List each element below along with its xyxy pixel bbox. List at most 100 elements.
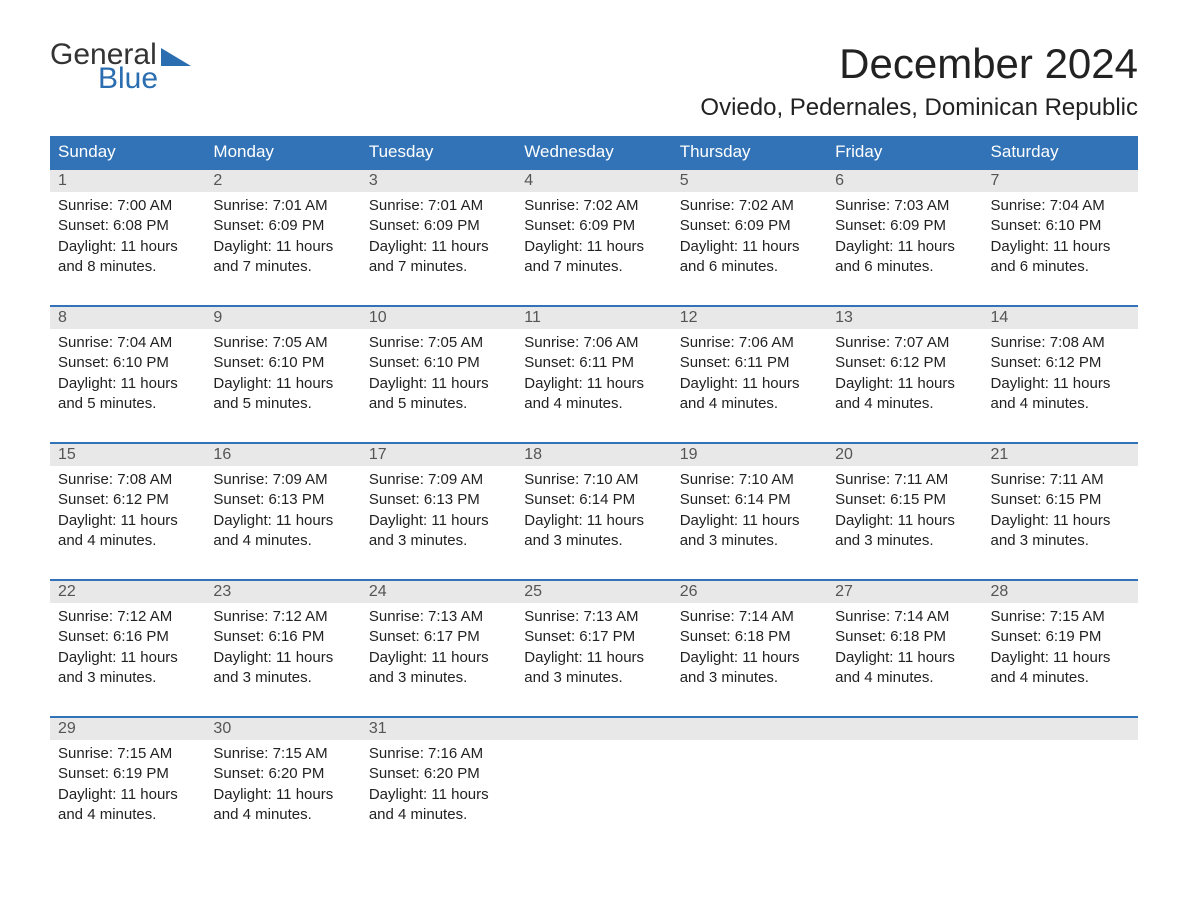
daylight-text: Daylight: 11 hours (524, 237, 663, 257)
sunset-text: Sunset: 6:12 PM (835, 353, 974, 373)
daylight-text: and 6 minutes. (680, 257, 819, 277)
location-subtitle: Oviedo, Pedernales, Dominican Republic (700, 94, 1138, 122)
sunrise-text: Sunrise: 7:08 AM (991, 333, 1130, 353)
day-cell (983, 740, 1138, 833)
dow-cell: Tuesday (361, 136, 516, 168)
sunset-text: Sunset: 6:10 PM (58, 353, 197, 373)
daylight-text: Daylight: 11 hours (991, 237, 1130, 257)
sunset-text: Sunset: 6:15 PM (835, 490, 974, 510)
daylight-text: and 4 minutes. (58, 531, 197, 551)
day-cell: Sunrise: 7:09 AMSunset: 6:13 PMDaylight:… (205, 466, 360, 559)
daylight-text: and 6 minutes. (835, 257, 974, 277)
content-row: Sunrise: 7:15 AMSunset: 6:19 PMDaylight:… (50, 740, 1138, 833)
daylight-text: Daylight: 11 hours (680, 374, 819, 394)
daynum-row: 293031 (50, 718, 1138, 740)
daylight-text: and 5 minutes. (58, 394, 197, 414)
daylight-text: and 4 minutes. (213, 805, 352, 825)
sunset-text: Sunset: 6:13 PM (369, 490, 508, 510)
sunset-text: Sunset: 6:09 PM (835, 216, 974, 236)
day-number: 8 (50, 307, 205, 329)
day-number: 10 (361, 307, 516, 329)
daylight-text: Daylight: 11 hours (680, 648, 819, 668)
daynum-row: 15161718192021 (50, 444, 1138, 466)
sunrise-text: Sunrise: 7:00 AM (58, 196, 197, 216)
day-number: 21 (983, 444, 1138, 466)
day-number: 9 (205, 307, 360, 329)
daynum-row: 1234567 (50, 170, 1138, 192)
day-number: 3 (361, 170, 516, 192)
day-cell: Sunrise: 7:01 AMSunset: 6:09 PMDaylight:… (205, 192, 360, 285)
content-row: Sunrise: 7:12 AMSunset: 6:16 PMDaylight:… (50, 603, 1138, 696)
day-number: 16 (205, 444, 360, 466)
sunrise-text: Sunrise: 7:10 AM (524, 470, 663, 490)
daylight-text: Daylight: 11 hours (58, 237, 197, 257)
daylight-text: and 7 minutes. (524, 257, 663, 277)
daylight-text: and 6 minutes. (991, 257, 1130, 277)
day-cell: Sunrise: 7:12 AMSunset: 6:16 PMDaylight:… (50, 603, 205, 696)
day-number: 25 (516, 581, 671, 603)
daylight-text: Daylight: 11 hours (991, 511, 1130, 531)
day-cell: Sunrise: 7:11 AMSunset: 6:15 PMDaylight:… (983, 466, 1138, 559)
sunset-text: Sunset: 6:09 PM (680, 216, 819, 236)
day-cell: Sunrise: 7:00 AMSunset: 6:08 PMDaylight:… (50, 192, 205, 285)
logo-text-blue: Blue (98, 64, 191, 94)
sunset-text: Sunset: 6:16 PM (58, 627, 197, 647)
sunrise-text: Sunrise: 7:16 AM (369, 744, 508, 764)
sunset-text: Sunset: 6:17 PM (369, 627, 508, 647)
day-cell: Sunrise: 7:13 AMSunset: 6:17 PMDaylight:… (361, 603, 516, 696)
sunrise-text: Sunrise: 7:05 AM (213, 333, 352, 353)
day-cell: Sunrise: 7:16 AMSunset: 6:20 PMDaylight:… (361, 740, 516, 833)
daylight-text: and 3 minutes. (524, 668, 663, 688)
daylight-text: Daylight: 11 hours (213, 785, 352, 805)
sunset-text: Sunset: 6:12 PM (58, 490, 197, 510)
daylight-text: Daylight: 11 hours (680, 511, 819, 531)
week-row: 15161718192021Sunrise: 7:08 AMSunset: 6:… (50, 442, 1138, 559)
daylight-text: and 3 minutes. (369, 531, 508, 551)
day-number: 27 (827, 581, 982, 603)
day-cell: Sunrise: 7:05 AMSunset: 6:10 PMDaylight:… (205, 329, 360, 422)
dow-cell: Sunday (50, 136, 205, 168)
daylight-text: Daylight: 11 hours (213, 374, 352, 394)
day-number: 11 (516, 307, 671, 329)
sunrise-text: Sunrise: 7:03 AM (835, 196, 974, 216)
daylight-text: Daylight: 11 hours (680, 237, 819, 257)
sunrise-text: Sunrise: 7:01 AM (213, 196, 352, 216)
sunset-text: Sunset: 6:08 PM (58, 216, 197, 236)
content-row: Sunrise: 7:04 AMSunset: 6:10 PMDaylight:… (50, 329, 1138, 422)
sunset-text: Sunset: 6:17 PM (524, 627, 663, 647)
daylight-text: Daylight: 11 hours (58, 374, 197, 394)
sunset-text: Sunset: 6:15 PM (991, 490, 1130, 510)
sunrise-text: Sunrise: 7:14 AM (835, 607, 974, 627)
day-cell: Sunrise: 7:06 AMSunset: 6:11 PMDaylight:… (516, 329, 671, 422)
daylight-text: Daylight: 11 hours (58, 648, 197, 668)
day-number: 1 (50, 170, 205, 192)
daylight-text: Daylight: 11 hours (369, 374, 508, 394)
day-number: 26 (672, 581, 827, 603)
day-cell: Sunrise: 7:12 AMSunset: 6:16 PMDaylight:… (205, 603, 360, 696)
sunset-text: Sunset: 6:20 PM (213, 764, 352, 784)
sunrise-text: Sunrise: 7:12 AM (58, 607, 197, 627)
dow-cell: Monday (205, 136, 360, 168)
content-row: Sunrise: 7:08 AMSunset: 6:12 PMDaylight:… (50, 466, 1138, 559)
title-block: December 2024 Oviedo, Pedernales, Domini… (700, 40, 1138, 122)
daylight-text: Daylight: 11 hours (991, 648, 1130, 668)
week-row: 891011121314Sunrise: 7:04 AMSunset: 6:10… (50, 305, 1138, 422)
sunset-text: Sunset: 6:09 PM (524, 216, 663, 236)
sunset-text: Sunset: 6:18 PM (835, 627, 974, 647)
day-number: 5 (672, 170, 827, 192)
sunrise-text: Sunrise: 7:07 AM (835, 333, 974, 353)
daylight-text: and 4 minutes. (524, 394, 663, 414)
day-number (827, 718, 982, 740)
day-cell (672, 740, 827, 833)
day-number: 7 (983, 170, 1138, 192)
sunrise-text: Sunrise: 7:06 AM (524, 333, 663, 353)
sunset-text: Sunset: 6:19 PM (991, 627, 1130, 647)
day-number (983, 718, 1138, 740)
daylight-text: Daylight: 11 hours (524, 511, 663, 531)
sunset-text: Sunset: 6:18 PM (680, 627, 819, 647)
dow-cell: Wednesday (516, 136, 671, 168)
day-number: 14 (983, 307, 1138, 329)
day-cell: Sunrise: 7:04 AMSunset: 6:10 PMDaylight:… (50, 329, 205, 422)
sunrise-text: Sunrise: 7:15 AM (58, 744, 197, 764)
header: General Blue December 2024 Oviedo, Peder… (50, 40, 1138, 122)
